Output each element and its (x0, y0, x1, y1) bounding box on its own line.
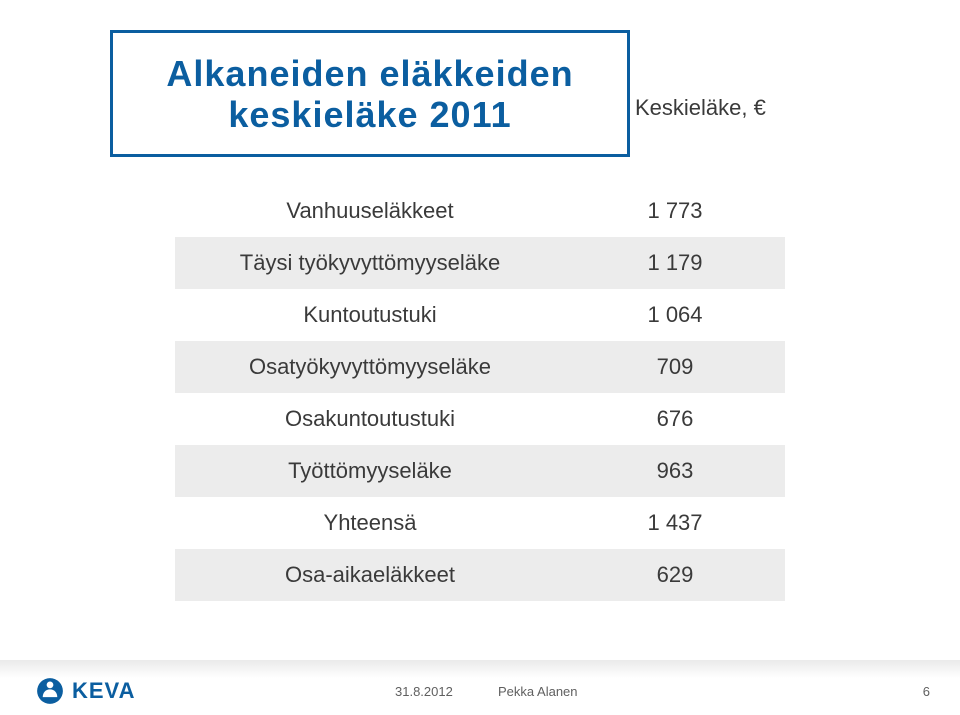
footer-page-number: 6 (923, 684, 930, 699)
footer: Keva 31.8.2012 Pekka Alanen 6 (0, 660, 960, 715)
row-label: Täysi työkyvyttömyyseläke (175, 250, 565, 276)
table-row: Täysi työkyvyttömyyseläke 1 179 (175, 237, 785, 289)
table-row: Vanhuuseläkkeet 1 773 (175, 185, 785, 237)
row-value: 963 (565, 458, 785, 484)
logo: Keva (36, 677, 136, 705)
table-row: Työttömyyseläke 963 (175, 445, 785, 497)
row-value: 1 437 (565, 510, 785, 536)
table-row: Yhteensä 1 437 (175, 497, 785, 549)
row-label: Vanhuuseläkkeet (175, 198, 565, 224)
table-row: Kuntoutustuki 1 064 (175, 289, 785, 341)
column-header-value: Keskieläke, € (635, 95, 766, 121)
pension-table: Vanhuuseläkkeet 1 773 Täysi työkyvyttömy… (175, 185, 785, 601)
table-row: Osakuntoutustuki 676 (175, 393, 785, 445)
row-label: Työttömyyseläke (175, 458, 565, 484)
row-label: Osa-aikaeläkkeet (175, 562, 565, 588)
row-value: 1 064 (565, 302, 785, 328)
logo-text: Keva (72, 678, 136, 704)
slide-title: Alkaneiden eläkkeiden keskieläke 2011 (133, 53, 607, 136)
row-value: 1 179 (565, 250, 785, 276)
row-value: 1 773 (565, 198, 785, 224)
row-value: 629 (565, 562, 785, 588)
keva-logo-icon (36, 677, 64, 705)
slide: Alkaneiden eläkkeiden keskieläke 2011 Ke… (0, 0, 960, 715)
footer-author: Pekka Alanen (498, 684, 578, 699)
row-value: 709 (565, 354, 785, 380)
title-line-1: Alkaneiden eläkkeiden (166, 53, 573, 94)
row-label: Osakuntoutustuki (175, 406, 565, 432)
row-label: Osatyökyvyttömyyseläke (175, 354, 565, 380)
row-value: 676 (565, 406, 785, 432)
row-label: Kuntoutustuki (175, 302, 565, 328)
table-row: Osatyökyvyttömyyseläke 709 (175, 341, 785, 393)
title-box: Alkaneiden eläkkeiden keskieläke 2011 (110, 30, 630, 157)
title-line-2: keskieläke 2011 (228, 94, 511, 135)
table-row: Osa-aikaeläkkeet 629 (175, 549, 785, 601)
footer-date: 31.8.2012 (395, 684, 453, 699)
row-label: Yhteensä (175, 510, 565, 536)
